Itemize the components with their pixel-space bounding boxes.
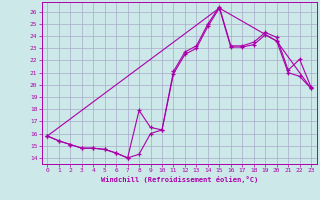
X-axis label: Windchill (Refroidissement éolien,°C): Windchill (Refroidissement éolien,°C) [100,176,258,183]
